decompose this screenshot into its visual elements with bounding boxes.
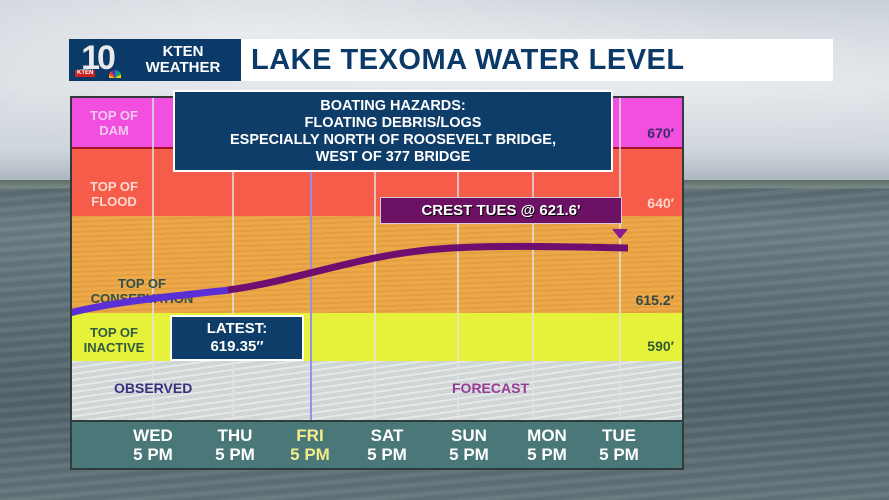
logo-line2: WEATHER bbox=[145, 59, 221, 76]
day-time: 5 PM bbox=[290, 445, 330, 464]
day-axis bbox=[72, 420, 682, 468]
forecast-line bbox=[227, 242, 629, 294]
header-bar: 10 KTEN KTEN WEATHER LAKE TEXOMA WATER L… bbox=[69, 39, 833, 81]
day-name: SUN bbox=[451, 426, 487, 445]
label-line: TOP OF bbox=[118, 276, 166, 291]
hazard-line: WEST OF 377 BRIDGE bbox=[315, 149, 471, 165]
grid-line-thu bbox=[232, 98, 234, 420]
logo-line1: KTEN bbox=[162, 43, 204, 60]
hazard-line: BOATING HAZARDS: bbox=[320, 98, 466, 114]
day-time: 5 PM bbox=[367, 445, 407, 464]
day-time: 5 PM bbox=[133, 445, 173, 464]
label-top-of-flood: TOP OF FLOOD bbox=[78, 179, 150, 209]
crest-marker-icon bbox=[612, 229, 628, 239]
day-name: MON bbox=[527, 426, 567, 445]
water-level-line bbox=[72, 229, 629, 317]
observed-label: OBSERVED bbox=[114, 380, 193, 396]
day-time: 5 PM bbox=[215, 445, 255, 464]
grid-line-tue bbox=[619, 98, 621, 420]
boating-hazard-callout: BOATING HAZARDS: FLOATING DEBRIS/LOGS ES… bbox=[173, 90, 613, 172]
grid-line-sun bbox=[457, 98, 459, 420]
nbc-peacock-icon bbox=[109, 70, 121, 78]
label-top-of-dam: TOP OF DAM bbox=[78, 108, 150, 138]
value-670: 670′ bbox=[647, 125, 674, 141]
day-name: WED bbox=[133, 426, 173, 445]
value-590: 590′ bbox=[647, 338, 674, 354]
hazard-line: FLOATING DEBRIS/LOGS bbox=[304, 115, 482, 131]
day-name: SAT bbox=[370, 426, 404, 445]
label-top-of-inactive: TOP OF INACTIVE bbox=[74, 325, 154, 355]
channel-10-icon: 10 KTEN bbox=[69, 39, 125, 81]
hazard-line: ESPECIALLY NORTH OF ROOSEVELT BRIDGE, bbox=[229, 132, 557, 148]
label-line: FLOOD bbox=[91, 194, 137, 209]
label-line: TOP OF bbox=[90, 325, 138, 340]
station-logo: 10 KTEN KTEN WEATHER bbox=[69, 39, 241, 81]
grid-line-mon bbox=[532, 98, 534, 420]
day-time: 5 PM bbox=[599, 445, 639, 464]
forecast-label: FORECAST bbox=[452, 380, 529, 396]
label-line: INACTIVE bbox=[83, 340, 145, 355]
label-line: DAM bbox=[99, 123, 129, 138]
band-observed-forecast bbox=[72, 361, 682, 420]
day-name: THU bbox=[217, 426, 253, 445]
grid-line-now-fri bbox=[310, 98, 312, 420]
day-time: 5 PM bbox=[527, 445, 567, 464]
logo-text: KTEN WEATHER bbox=[125, 44, 241, 76]
latest-reading-callout: LATEST: 619.35″ bbox=[170, 315, 304, 361]
day-time: 5 PM bbox=[449, 445, 489, 464]
day-label-fri: FRI 5 PM bbox=[275, 426, 345, 464]
logo-mini-text: KTEN bbox=[75, 70, 96, 77]
day-label-thu: THU 5 PM bbox=[200, 426, 270, 464]
crest-callout: CREST TUES @ 621.6' bbox=[380, 197, 622, 224]
grid-line-wed bbox=[152, 98, 154, 420]
label-line: TOP OF bbox=[90, 179, 138, 194]
band-top-of-conservation bbox=[72, 216, 682, 313]
value-615: 615.2′ bbox=[635, 292, 674, 308]
label-line: TOP OF bbox=[90, 108, 138, 123]
latest-value: 619.35″ bbox=[210, 338, 264, 355]
page-title: LAKE TEXOMA WATER LEVEL bbox=[251, 43, 685, 76]
latest-label: LATEST: bbox=[206, 320, 268, 337]
observed-line bbox=[72, 286, 231, 317]
day-name: TUE bbox=[602, 426, 636, 445]
day-label-wed: WED 5 PM bbox=[118, 426, 188, 464]
day-name: FRI bbox=[296, 426, 324, 445]
day-label-sun: SUN 5 PM bbox=[434, 426, 504, 464]
day-label-tue: TUE 5 PM bbox=[584, 426, 654, 464]
value-640: 640′ bbox=[647, 195, 674, 211]
day-label-mon: MON 5 PM bbox=[512, 426, 582, 464]
day-label-sat: SAT 5 PM bbox=[352, 426, 422, 464]
